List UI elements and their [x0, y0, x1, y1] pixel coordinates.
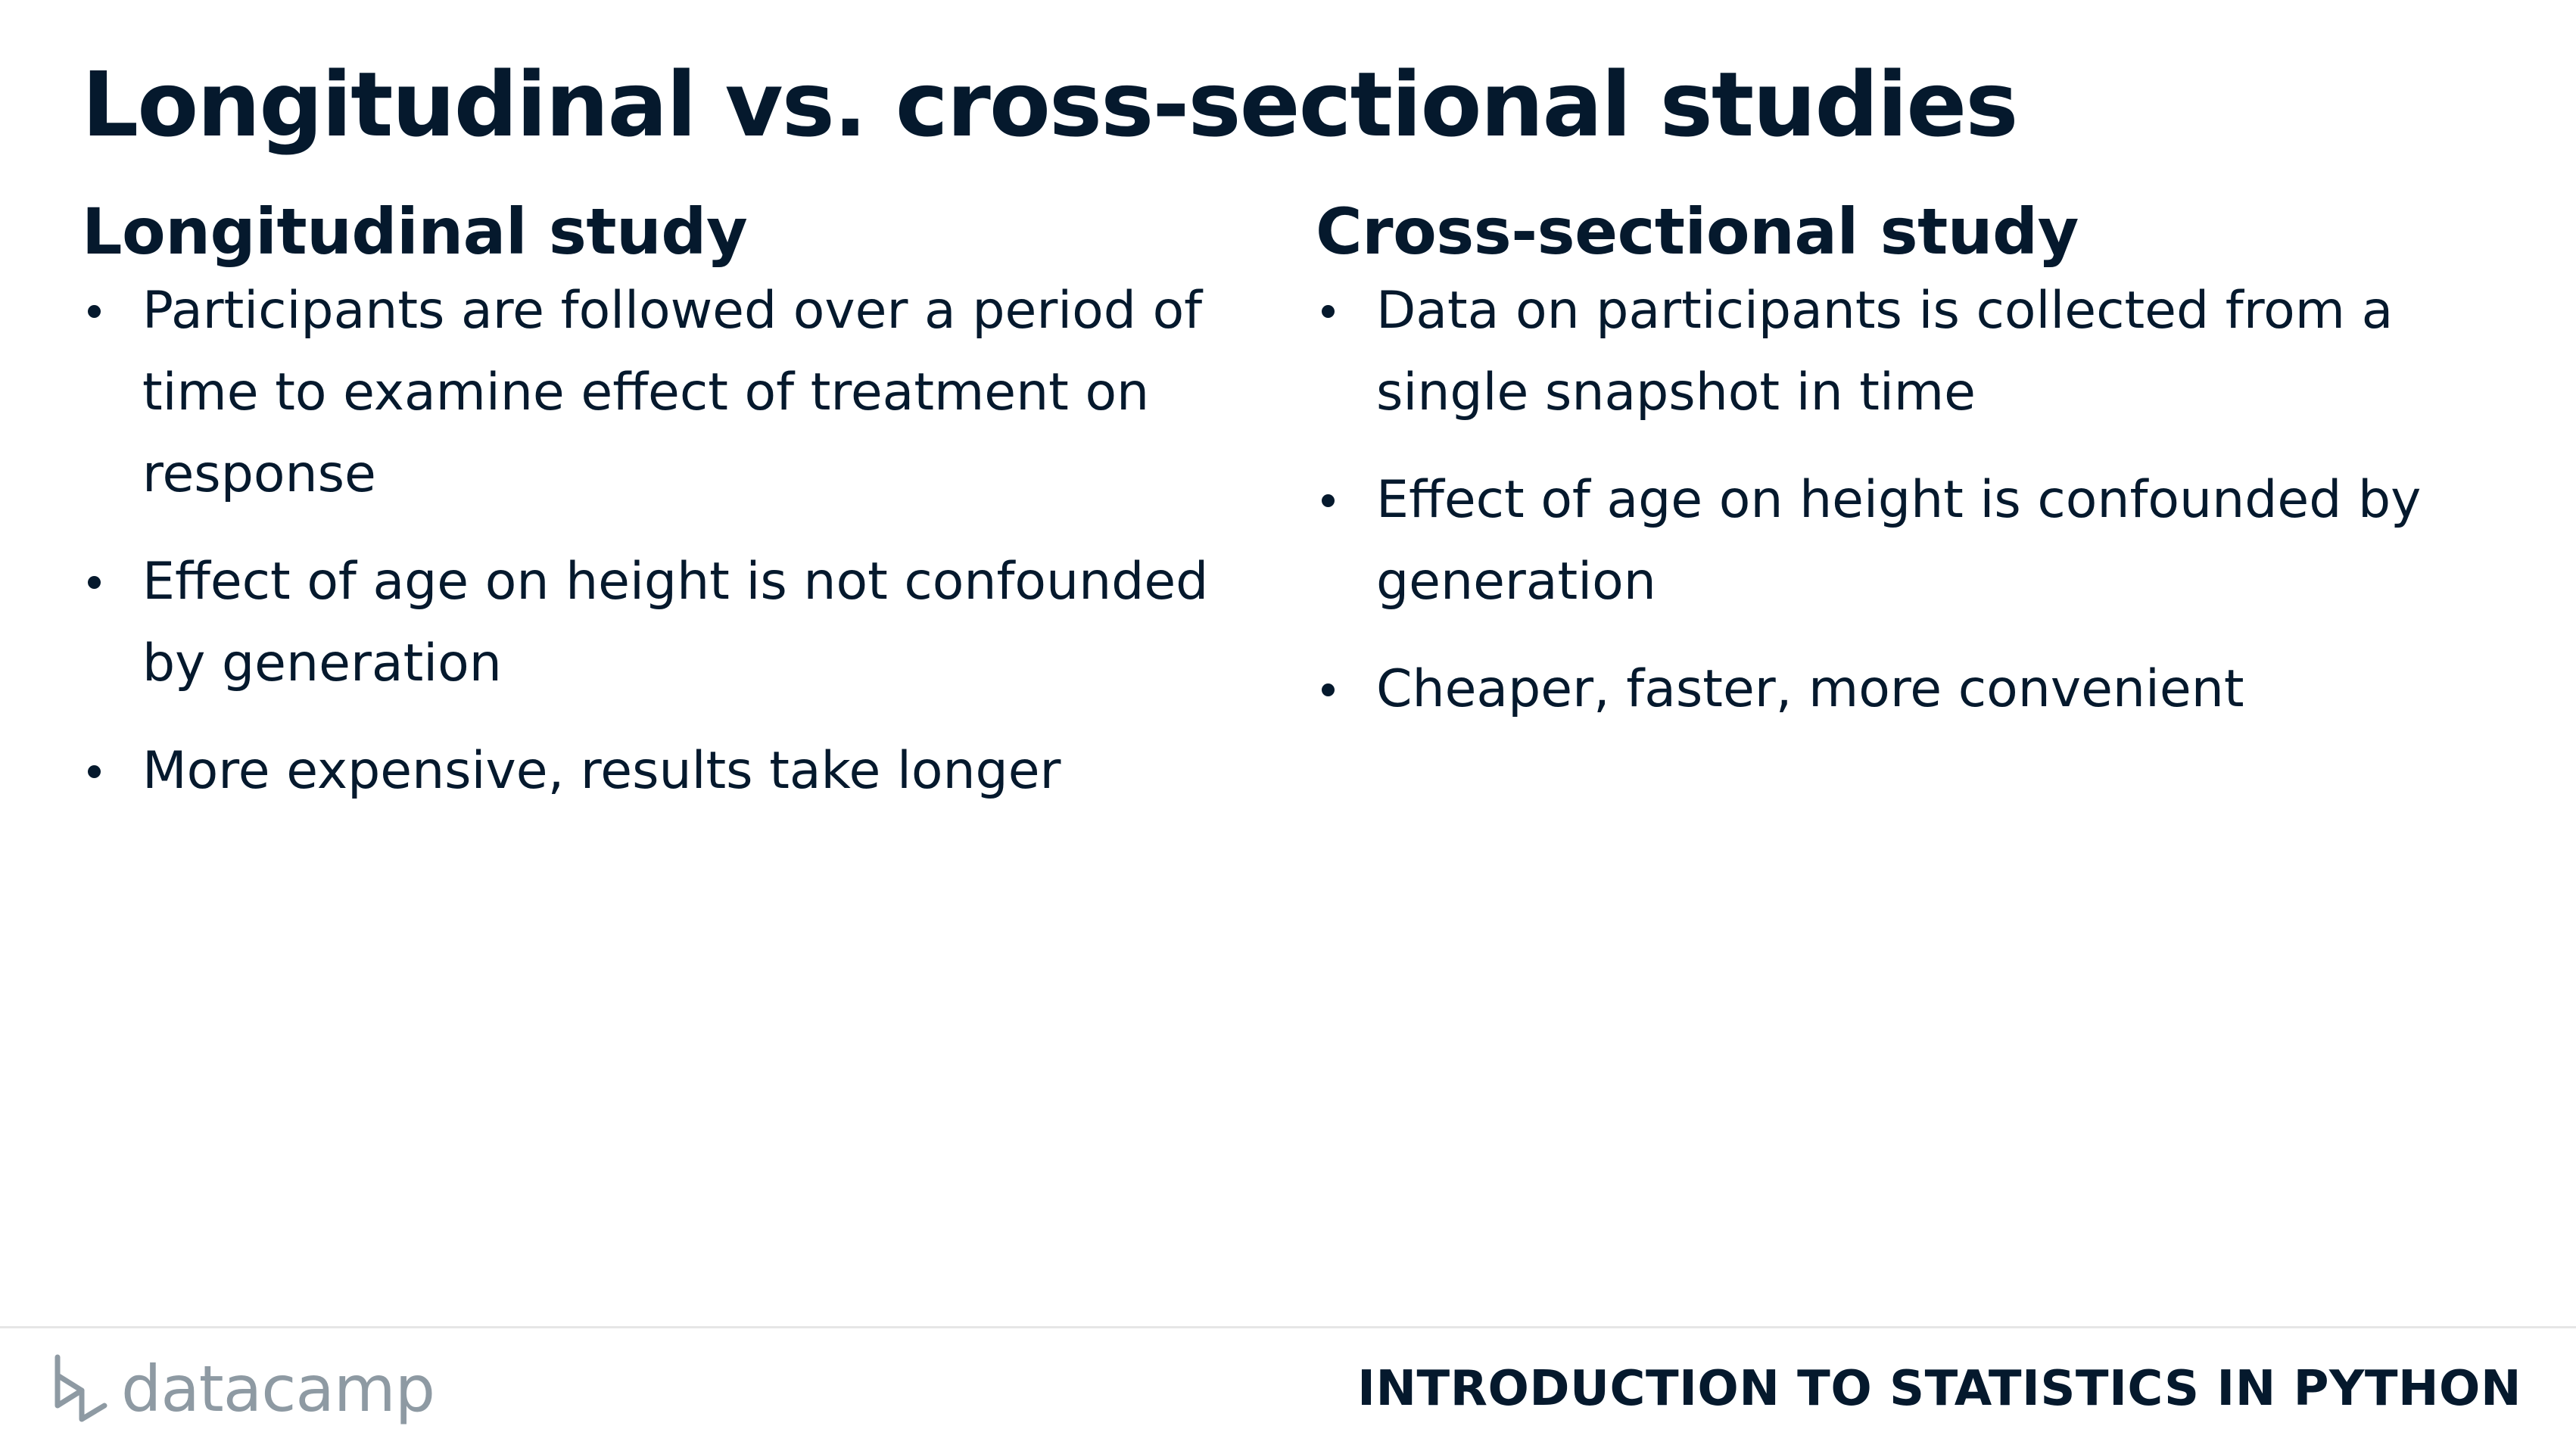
bullet-item: Participants are followed over a period … [82, 270, 1263, 515]
bullet-item: Effect of age on height is confounded by… [1316, 459, 2497, 623]
bullet-line: Effect of age on height is not confounde… [142, 551, 1209, 612]
longitudinal-heading: Longitudinal study [82, 195, 748, 269]
bullet-item: Cheaper, faster, more convenient [1316, 649, 2497, 730]
bullet-line: single snapshot in time [1376, 362, 1976, 422]
bullet-item: Data on participants is collected from a… [1316, 270, 2497, 434]
bullet-item: Effect of age on height is not confounde… [82, 541, 1263, 705]
bullet-item: More expensive, results take longer [82, 730, 1263, 812]
bullet-line: Data on participants is collected from a [1376, 280, 2394, 341]
cross-sectional-heading: Cross-sectional study [1316, 195, 2079, 269]
bullet-line: time to examine effect of treatment on [142, 362, 1150, 422]
bullet-dot-icon [88, 764, 101, 778]
bullet-dot-icon [1322, 304, 1335, 318]
cross-sectional-column: Cross-sectional study Data on participan… [1316, 194, 2497, 756]
bullet-line: by generation [142, 633, 502, 693]
footer-divider [0, 1326, 2576, 1328]
bullet-line: More expensive, results take longer [142, 740, 1061, 801]
course-name: INTRODUCTION TO STATISTICS IN PYTHON [1357, 1361, 2521, 1417]
bullet-dot-icon [1322, 683, 1335, 696]
bullet-line: Cheaper, faster, more convenient [1376, 659, 2244, 719]
longitudinal-bullets: Participants are followed over a period … [82, 270, 1263, 812]
datacamp-mark-icon [55, 1354, 107, 1422]
bullet-dot-icon [88, 304, 101, 318]
logo-wordmark: datacamp [121, 1352, 435, 1426]
longitudinal-column: Longitudinal study Participants are foll… [82, 194, 1263, 838]
cross-sectional-bullets: Data on participants is collected from a… [1316, 270, 2497, 730]
bullet-line: Participants are followed over a period … [142, 280, 1203, 341]
bullet-line: Effect of age on height is confounded by [1376, 469, 2422, 530]
bullet-dot-icon [1322, 494, 1335, 507]
bullet-dot-icon [88, 575, 101, 589]
bullet-line: response [142, 444, 376, 504]
datacamp-logo: datacamp [51, 1347, 435, 1431]
bullet-line: generation [1376, 551, 1656, 612]
slide-title: Longitudinal vs. cross-sectional studies [82, 52, 2019, 157]
